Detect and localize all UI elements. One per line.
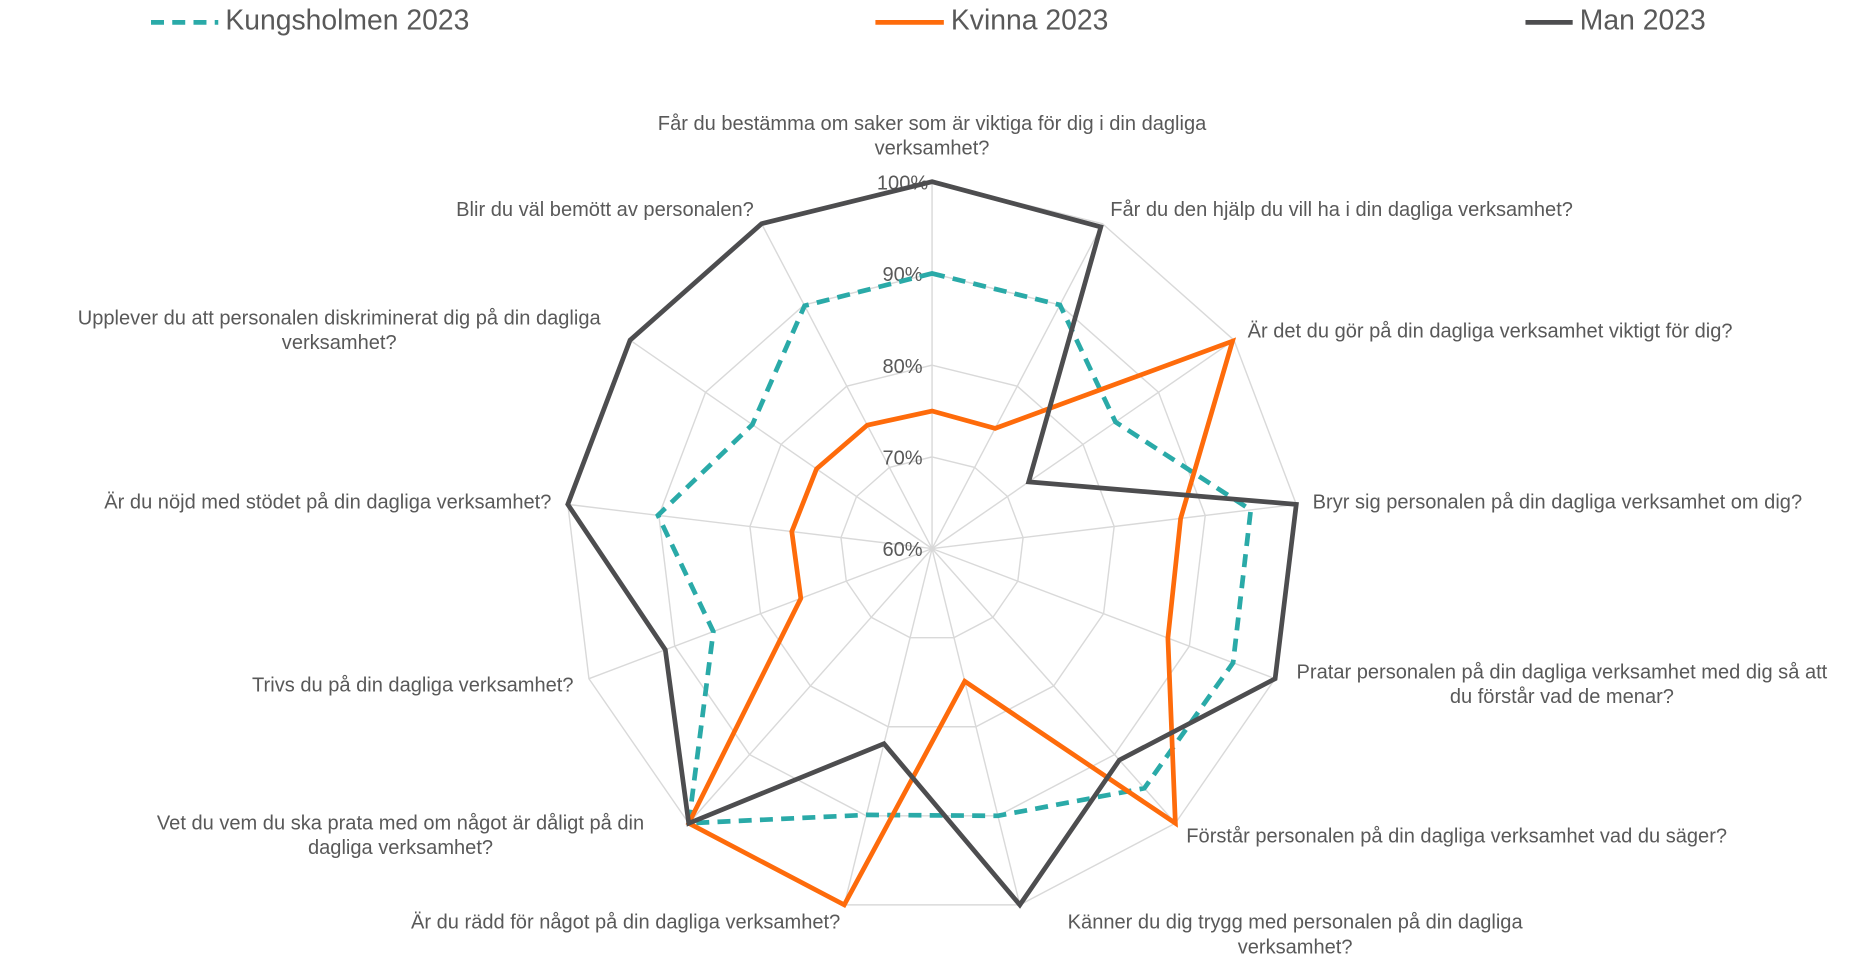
- category-label: Förstår personalen på din dagliga verksa…: [1186, 824, 1728, 847]
- category-label: Pratar personalen på din dagliga verksam…: [1296, 660, 1828, 709]
- category-label: Upplever du att personalen diskriminerat…: [77, 307, 601, 355]
- spoke: [760, 223, 933, 549]
- spoke: [843, 548, 933, 906]
- spoke: [931, 548, 1176, 824]
- category-label: Får du bestämma om saker som är viktiga …: [657, 112, 1207, 160]
- category-label: Är det du gör på din dagliga verksamhet …: [1247, 319, 1733, 342]
- y-tick-label: 90%: [882, 264, 922, 286]
- spoke: [567, 503, 933, 550]
- spoke: [588, 547, 933, 680]
- spoke: [931, 547, 1276, 680]
- category-label: Är du nöjd med stödet på din dagliga ver…: [104, 491, 552, 514]
- grid-ring: [840, 456, 1024, 639]
- legend-label: Kvinna 2023: [950, 4, 1109, 37]
- spoke: [629, 339, 933, 550]
- category-label: Vet du vem du ska prata med om något är …: [156, 812, 645, 860]
- category-label: Trivs du på din dagliga verksamhet?: [252, 673, 574, 696]
- grid-ring: [749, 364, 1115, 728]
- category-label: Bryr sig personalen på din dagliga verks…: [1312, 491, 1803, 514]
- y-tick-label: 70%: [882, 448, 922, 470]
- series-line: [565, 179, 1299, 909]
- spoke: [688, 548, 933, 824]
- legend-label: Man 2023: [1579, 4, 1706, 37]
- series-line: [685, 337, 1237, 909]
- series-line: [655, 270, 1254, 826]
- category-label: Blir du väl bemött av personalen?: [456, 197, 754, 221]
- spoke: [931, 339, 1235, 550]
- category-label: Är du rädd för något på din dagliga verk…: [411, 910, 841, 933]
- spoke: [931, 548, 1021, 906]
- spoke: [931, 503, 1297, 550]
- spoke: [931, 223, 1104, 549]
- legend-label: Kungsholmen 2023: [225, 4, 470, 37]
- category-label: Får du den hjälp du vill ha i din daglig…: [1110, 197, 1573, 221]
- y-tick-label: 60%: [882, 539, 922, 561]
- y-tick-label: 80%: [882, 356, 922, 378]
- category-label: Känner du dig trygg med personalen på di…: [1067, 910, 1523, 958]
- y-tick-label: 100%: [877, 172, 928, 194]
